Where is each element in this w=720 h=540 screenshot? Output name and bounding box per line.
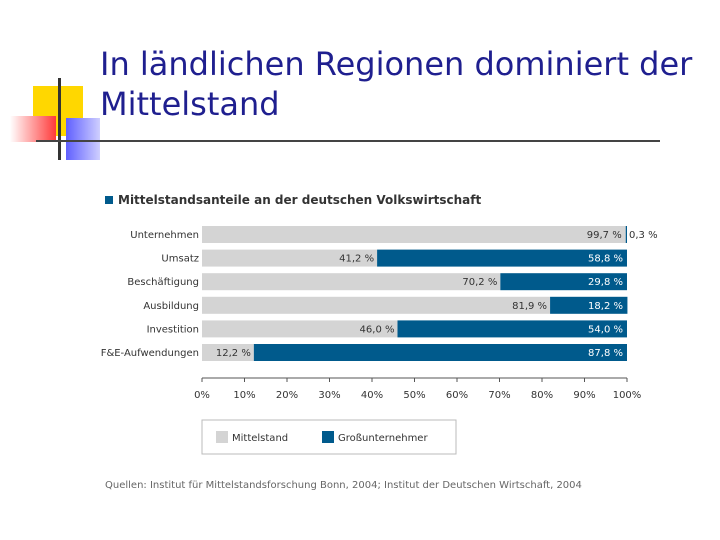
category-label-besch-ftigung: Beschäftigung bbox=[127, 277, 199, 288]
bar-gross-investition bbox=[397, 320, 627, 338]
chart-title: Mittelstandsanteile an der deutschen Vol… bbox=[118, 193, 481, 207]
x-axis-ticks: 0% 10% 20% 30% 40% 50% 60% 70% 80% 90% 100% bbox=[194, 378, 641, 401]
category-label-ausbildung: Ausbildung bbox=[143, 301, 199, 312]
bar-mittelstand-f-e-aufwendungen bbox=[202, 344, 254, 361]
bar-mittelstand-unternehmen bbox=[202, 226, 626, 243]
bar-gross-f-e-aufwendungen bbox=[253, 344, 627, 361]
data-label-mittelstand-besch-ftigung: 70,2 % bbox=[462, 277, 497, 288]
category-label-unternehmen: Unternehmen bbox=[130, 230, 199, 241]
legend-swatch-mittelstand bbox=[216, 431, 228, 443]
bar-mittelstand-besch-ftigung bbox=[202, 273, 501, 291]
deco-horizontal-rule bbox=[36, 140, 660, 142]
bar-gross-ausbildung bbox=[550, 296, 628, 314]
x-tick-label-4: 40% bbox=[361, 390, 383, 401]
x-tick-label-6: 60% bbox=[446, 390, 468, 401]
bar-mittelstand-investition bbox=[202, 320, 398, 338]
legend: Mittelstand Großunternehmer bbox=[201, 419, 457, 455]
slide-title: In ländlichen Regionen dominiert der Mit… bbox=[100, 44, 710, 124]
data-label-gross-unternehmen: 0,3 % bbox=[629, 230, 658, 241]
chart-source: Quellen: Institut für Mittelstandsforsch… bbox=[105, 480, 582, 491]
data-label-mittelstand-unternehmen: 99,7 % bbox=[587, 230, 622, 241]
x-tick-label-2: 20% bbox=[276, 390, 298, 401]
data-label-mittelstand-f-e-aufwendungen: 12,2 % bbox=[216, 348, 251, 359]
deco-vertical-line bbox=[58, 78, 61, 160]
data-label-gross-ausbildung: 18,2 % bbox=[588, 301, 623, 312]
slide-title-line1: In ländlichen Regionen dominiert der bbox=[100, 45, 693, 83]
data-label-gross-investition: 54,0 % bbox=[588, 324, 623, 335]
x-tick-label-9: 90% bbox=[573, 390, 595, 401]
x-tick-label-7: 70% bbox=[488, 390, 510, 401]
category-label-investition: Investition bbox=[147, 324, 199, 335]
data-label-mittelstand-ausbildung: 81,9 % bbox=[512, 301, 547, 312]
category-label-umsatz: Umsatz bbox=[161, 254, 199, 265]
bar-gross-besch-ftigung bbox=[500, 273, 627, 291]
bar-group: Unternehmen 99,7 % 0,3 % Umsatz 41,2 % 58,8 %… bbox=[101, 226, 658, 361]
bar-gross-umsatz bbox=[377, 249, 627, 267]
data-label-gross-f-e-aufwendungen: 87,8 % bbox=[588, 348, 623, 359]
deco-blue-block bbox=[66, 118, 100, 160]
legend-box bbox=[201, 419, 457, 455]
x-tick-label-8: 80% bbox=[531, 390, 553, 401]
category-label-f-e-aufwendungen: F&E-Aufwendungen bbox=[101, 348, 199, 359]
bar-mittelstand-ausbildung bbox=[202, 296, 551, 314]
bar-gross-unternehmen bbox=[625, 226, 627, 243]
data-label-gross-umsatz: 58,8 % bbox=[588, 254, 623, 265]
deco-red-block bbox=[10, 116, 56, 142]
x-tick-label-1: 10% bbox=[233, 390, 255, 401]
data-label-gross-besch-ftigung: 29,8 % bbox=[588, 277, 623, 288]
bar-mittelstand-umsatz bbox=[202, 249, 378, 267]
slide-title-line2: Mittelstand bbox=[100, 85, 280, 123]
legend-swatch-gross bbox=[322, 431, 334, 443]
legend-label-mittelstand: Mittelstand bbox=[232, 433, 288, 444]
legend-label-gross: Großunternehmer bbox=[338, 433, 428, 444]
x-tick-label-3: 30% bbox=[318, 390, 340, 401]
x-tick-label-0: 0% bbox=[194, 390, 210, 401]
data-label-mittelstand-umsatz: 41,2 % bbox=[339, 254, 374, 265]
data-label-mittelstand-investition: 46,0 % bbox=[360, 324, 395, 335]
x-tick-label-10: 100% bbox=[613, 390, 642, 401]
x-tick-label-5: 50% bbox=[403, 390, 425, 401]
chart-title-marker bbox=[105, 196, 113, 204]
